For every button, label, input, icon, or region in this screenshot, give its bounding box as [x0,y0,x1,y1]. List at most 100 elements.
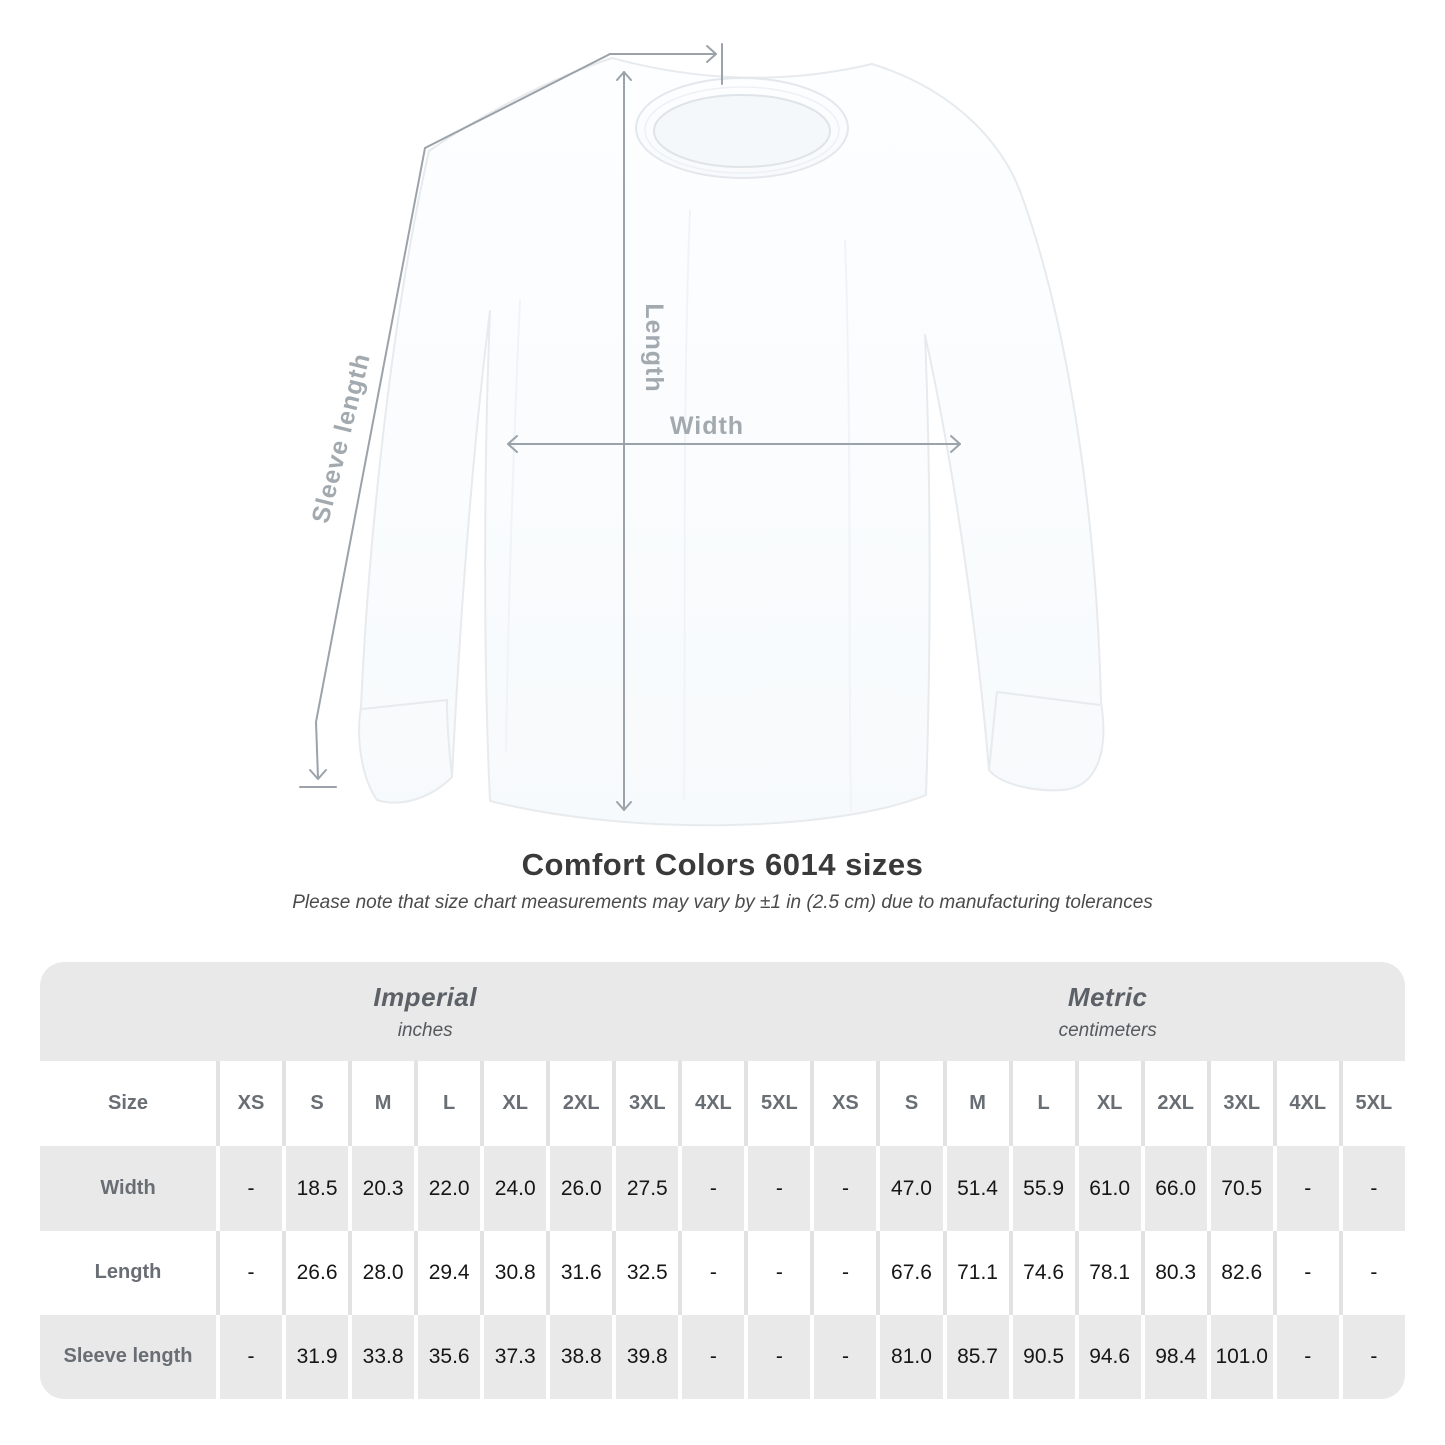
size-col-header-metric-5xl: 5XL [1338,1061,1405,1147]
value-cell-width-metric-xl: 61.0 [1074,1146,1141,1231]
table-row-width: Width -18.5 20.3 22.0 24.0 26.0 27.5- - -47.0 51… [40,1146,1405,1231]
value-cell-width-metric-s: 47.0 [876,1146,943,1231]
value-cell-length-imperial-l: 29.4 [414,1230,481,1315]
value-cell-length-imperial-5xl: - [744,1230,811,1315]
value-cell-sleeve-length-imperial-3xl: 39.8 [612,1314,679,1399]
width-arrow-right-icon [950,435,961,453]
unit-group-metric-name: Metric [1067,981,1148,1012]
value-cell-sleeve-length-metric-s: 81.0 [876,1314,943,1399]
value-cell-width-imperial-m: 20.3 [348,1146,415,1231]
size-col-header-imperial-l: L [414,1061,481,1147]
value-cell-width-metric-l: 55.9 [1008,1146,1075,1231]
value-cell-sleeve-length-metric-xs: - [810,1314,877,1399]
value-cell-length-metric-5xl: - [1338,1230,1405,1315]
measurement-lines [299,43,961,811]
value-cell-sleeve-length-imperial-4xl: - [678,1314,745,1399]
value-cell-length-metric-xs: - [810,1230,877,1315]
value-cell-length-imperial-4xl: - [678,1230,745,1315]
shirt-fold-lines [505,209,852,813]
value-cell-width-metric-5xl: - [1338,1146,1405,1231]
value-cell-sleeve-length-imperial-5xl: - [744,1314,811,1399]
sleeve-length-label: Sleeve length [307,350,376,526]
value-cell-width-imperial-xs: - [216,1146,283,1231]
value-cell-width-imperial-4xl: - [678,1146,745,1231]
value-cell-sleeve-length-metric-xl: 94.6 [1074,1314,1141,1399]
size-col-header-metric-3xl: 3XL [1206,1061,1273,1147]
value-cell-length-metric-2xl: 80.3 [1140,1230,1207,1315]
size-col-header-metric-2xl: 2XL [1140,1061,1207,1147]
size-col-header-metric-xl: XL [1074,1061,1141,1147]
value-cell-sleeve-length-imperial-xs: - [216,1314,283,1399]
value-cell-length-metric-l: 74.6 [1008,1230,1075,1315]
size-col-header-imperial-s: S [282,1061,349,1147]
size-table: Imperial inches Metric centimeters Size … [40,962,1405,1399]
value-cell-width-metric-m: 51.4 [942,1146,1009,1231]
size-header-row: Size XS S M L XL 2XL 3XL 4XL 5XL XS S M L XL 2XL 3XL 4XL… [40,1061,1405,1147]
size-col-header-metric-m: M [942,1061,1009,1147]
value-cell-width-metric-4xl: - [1272,1146,1339,1231]
size-col-header-imperial-2xl: 2XL [546,1061,613,1147]
sleeve-length-line [315,53,611,779]
size-col-header-imperial-xs: XS [216,1061,283,1147]
value-cell-width-imperial-2xl: 26.0 [546,1146,613,1231]
shoulder-guide-arrow-icon [706,45,717,63]
size-col-header-imperial-4xl: 4XL [678,1061,745,1147]
value-cell-length-imperial-3xl: 32.5 [612,1230,679,1315]
value-cell-width-imperial-3xl: 27.5 [612,1146,679,1231]
unit-header-row: Imperial inches Metric centimeters [40,962,1405,1062]
value-cell-sleeve-length-metric-l: 90.5 [1008,1314,1075,1399]
width-arrow-left-icon [507,435,518,453]
row-label-width: Width [40,1146,216,1231]
cuff-seams [361,690,1101,777]
size-label-cell: Size [40,1061,216,1147]
value-cell-length-imperial-xs: - [216,1230,283,1315]
page-title: Comfort Colors 6014 sizes [521,847,924,882]
value-cell-length-imperial-xl: 30.8 [480,1230,547,1315]
value-cell-length-imperial-s: 26.6 [282,1230,349,1315]
value-cell-length-metric-4xl: - [1272,1230,1339,1315]
unit-group-imperial-name: Imperial [373,981,478,1012]
value-cell-length-metric-s: 67.6 [876,1230,943,1315]
value-cell-width-imperial-5xl: - [744,1146,811,1231]
size-col-header-imperial-5xl: 5XL [744,1061,811,1147]
shirt-collar [635,77,849,179]
sleeve-length-arrow-icon [309,769,327,780]
value-cell-sleeve-length-metric-5xl: - [1338,1314,1405,1399]
row-label-length: Length [40,1230,216,1315]
value-cell-sleeve-length-metric-m: 85.7 [942,1314,1009,1399]
size-col-header-metric-s: S [876,1061,943,1147]
row-label-sleeve-length: Sleeve length [40,1314,216,1399]
value-cell-length-metric-xl: 78.1 [1074,1230,1141,1315]
size-col-header-metric-xs: XS [810,1061,877,1147]
value-cell-sleeve-length-imperial-xl: 37.3 [480,1314,547,1399]
size-col-header-metric-l: L [1008,1061,1075,1147]
size-col-header-imperial-xl: XL [480,1061,547,1147]
width-label: Width [670,412,744,440]
value-cell-sleeve-length-imperial-m: 33.8 [348,1314,415,1399]
shirt-body [358,57,1105,827]
value-cell-width-imperial-s: 18.5 [282,1146,349,1231]
unit-group-imperial: Imperial inches [40,962,811,1062]
shirt-measurement-diagram: Length Width Sleeve length [299,43,1105,827]
value-cell-sleeve-length-metric-3xl: 101.0 [1206,1314,1273,1399]
length-arrow-up-icon [616,71,632,81]
value-cell-length-imperial-m: 28.0 [348,1230,415,1315]
value-cell-width-metric-3xl: 70.5 [1206,1146,1273,1231]
value-cell-length-metric-m: 71.1 [942,1230,1009,1315]
value-cell-length-imperial-2xl: 31.6 [546,1230,613,1315]
value-cell-length-metric-3xl: 82.6 [1206,1230,1273,1315]
size-col-header-imperial-m: M [348,1061,415,1147]
unit-group-metric: Metric centimeters [810,962,1405,1062]
value-cell-width-imperial-xl: 24.0 [480,1146,547,1231]
unit-group-metric-unit: centimeters [1058,1019,1157,1041]
value-cell-sleeve-length-imperial-l: 35.6 [414,1314,481,1399]
value-cell-sleeve-length-imperial-2xl: 38.8 [546,1314,613,1399]
page-subtitle: Please note that size chart measurements… [292,892,1153,913]
table-row-length: Length -26.6 28.0 29.4 30.8 31.6 32.5- - -67.6 7… [40,1230,1405,1315]
length-arrow-down-icon [616,801,632,811]
unit-group-imperial-unit: inches [397,1019,453,1041]
table-row-sleeve-length: Sleeve length -31.9 33.8 35.6 37.3 38.8 39.8-… [40,1314,1405,1399]
size-col-header-imperial-3xl: 3XL [612,1061,679,1147]
value-cell-sleeve-length-metric-2xl: 98.4 [1140,1314,1207,1399]
